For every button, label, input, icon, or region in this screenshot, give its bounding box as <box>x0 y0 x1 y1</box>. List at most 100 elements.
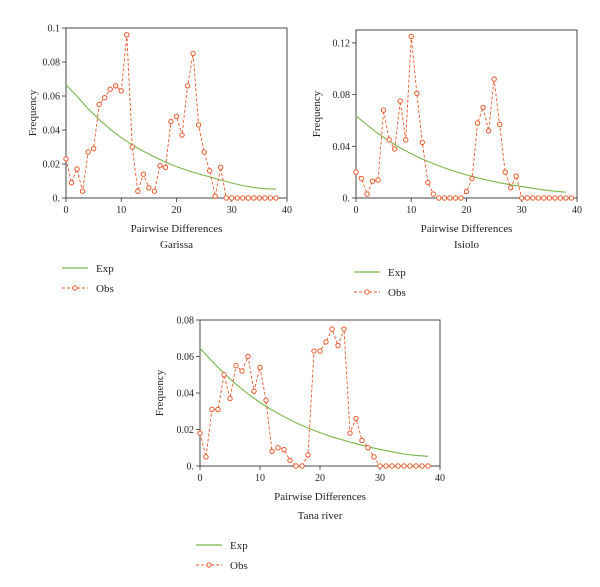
obs-point <box>113 83 119 89</box>
y-tick-label: 0.06 <box>177 352 195 363</box>
obs-point <box>135 188 141 194</box>
obs-point <box>496 121 503 128</box>
obs-point <box>63 156 69 162</box>
obs-point <box>179 132 185 138</box>
obs-point <box>552 195 558 201</box>
obs-point <box>375 177 381 183</box>
obs-point <box>557 195 564 201</box>
y-axis-title: Frequency <box>27 89 39 136</box>
legend: Exp Obs <box>62 263 114 295</box>
y-tick-label: 0.1 <box>48 24 61 35</box>
obs-point <box>245 353 251 360</box>
obs-point <box>74 166 80 172</box>
chart-panel: 0 10 20 30 40 0. 0.02 0.04 0.06 0.08 Pairwise Diff… <box>154 316 445 573</box>
obs-point <box>157 163 163 169</box>
obs-point <box>524 195 530 201</box>
obs-point <box>311 348 317 354</box>
obs-point <box>262 195 268 201</box>
obs-point <box>287 457 293 464</box>
obs-point <box>267 195 274 201</box>
x-tick-label: 0 <box>64 205 69 216</box>
legend-obs-marker <box>364 289 370 295</box>
obs-point <box>535 195 542 201</box>
obs-point <box>305 452 311 458</box>
x-tick-label: 40 <box>282 205 292 216</box>
obs-point <box>68 180 75 186</box>
obs-point <box>195 122 202 128</box>
obs-point <box>281 446 287 453</box>
obs-point <box>530 195 536 201</box>
legend-obs-label: Obs <box>96 283 114 295</box>
obs-point <box>168 118 174 125</box>
y-tick-label: 0. <box>343 194 351 205</box>
x-tick-label: 40 <box>572 205 582 216</box>
obs-point <box>90 146 97 152</box>
y-axis-title: Frequency <box>311 90 323 137</box>
obs-point <box>209 406 215 413</box>
obs-point <box>173 113 180 120</box>
obs-point <box>563 195 569 201</box>
x-axis-title: Pairwise Differences <box>421 223 513 235</box>
obs-point <box>212 193 218 200</box>
obs-point <box>221 372 227 378</box>
obs-point <box>389 463 395 469</box>
obs-point <box>257 364 263 371</box>
obs-point <box>347 430 353 436</box>
chart-panel: 0 10 20 30 40 0. 0.04 0.08 0.12 Pairwise Differen… <box>311 29 582 299</box>
obs-point <box>218 164 224 171</box>
obs-point <box>140 171 147 177</box>
y-tick-label: 0.08 <box>177 316 195 327</box>
obs-point <box>263 397 269 403</box>
obs-point <box>96 101 102 108</box>
obs-point <box>401 463 407 469</box>
obs-point <box>513 173 519 179</box>
obs-point <box>101 95 108 101</box>
y-axis-title: Frequency <box>154 369 166 416</box>
obs-point <box>430 191 437 197</box>
y-tick-label: 0.08 <box>43 58 61 69</box>
legend-obs-label: Obs <box>388 287 406 299</box>
obs-point <box>240 195 246 201</box>
obs-point <box>85 149 91 155</box>
y-tick-label: 0. <box>53 194 61 205</box>
legend-exp-label: Exp <box>96 263 114 275</box>
obs-point <box>413 463 419 469</box>
legend: Exp Obs <box>196 540 248 572</box>
obs-point <box>203 454 209 460</box>
obs-point <box>151 188 158 194</box>
x-tick-label: 20 <box>315 473 325 484</box>
obs-point <box>245 195 252 201</box>
obs-point <box>206 168 213 174</box>
obs-point <box>441 195 448 201</box>
x-tick-label: 20 <box>172 205 182 216</box>
obs-point <box>251 388 257 394</box>
x-tick-label: 40 <box>435 473 445 484</box>
y-tick-label: 0.02 <box>43 160 61 171</box>
obs-point <box>251 195 257 201</box>
obs-point <box>395 463 401 469</box>
legend-exp-label: Exp <box>388 267 406 279</box>
obs-point <box>269 448 275 455</box>
obs-point <box>273 195 279 201</box>
obs-point <box>403 137 409 143</box>
obs-point <box>79 188 86 194</box>
obs-point <box>377 463 383 469</box>
obs-point <box>414 90 420 97</box>
obs-point <box>358 175 365 182</box>
obs-point <box>447 195 453 201</box>
obs-point <box>408 33 414 40</box>
obs-point <box>239 368 245 374</box>
obs-point <box>229 195 235 201</box>
obs-point <box>369 178 376 184</box>
x-tick-label: 10 <box>116 205 126 216</box>
obs-point <box>469 175 475 182</box>
obs-point <box>118 88 124 94</box>
obs-point <box>380 107 387 113</box>
obs-point <box>508 184 514 191</box>
chart-panel: 0 10 20 30 40 0. 0.02 0.04 0.06 0.08 0.1 Pairwise D… <box>27 24 292 296</box>
exp-line <box>199 347 429 457</box>
obs-point <box>425 463 431 469</box>
obs-point <box>256 195 263 201</box>
y-tick-label: 0.08 <box>333 90 351 101</box>
obs-point <box>519 195 525 201</box>
